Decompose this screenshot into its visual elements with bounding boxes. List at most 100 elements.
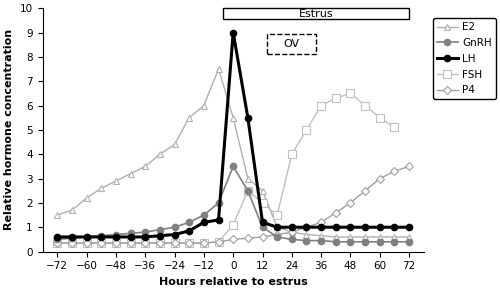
FSH xyxy=(172,241,177,245)
P4 xyxy=(157,241,163,245)
FSH xyxy=(274,213,280,217)
GnRH xyxy=(216,201,222,205)
FSH xyxy=(216,240,222,244)
Line: GnRH: GnRH xyxy=(54,163,412,245)
P4 xyxy=(392,169,398,173)
LH xyxy=(318,226,324,229)
FSH xyxy=(98,241,104,245)
Line: LH: LH xyxy=(54,29,412,240)
Text: OV: OV xyxy=(284,39,300,49)
E2 xyxy=(157,152,163,156)
Bar xyxy=(224,8,409,19)
LH xyxy=(84,235,89,239)
GnRH xyxy=(392,240,398,244)
E2 xyxy=(230,116,236,119)
P4 xyxy=(318,221,324,224)
FSH xyxy=(186,241,192,245)
LH xyxy=(98,235,104,239)
FSH xyxy=(245,189,251,192)
P4 xyxy=(230,238,236,241)
GnRH xyxy=(54,238,60,241)
LH xyxy=(54,235,60,239)
FSH xyxy=(289,152,295,156)
Line: FSH: FSH xyxy=(54,90,399,247)
FSH xyxy=(318,104,324,107)
E2 xyxy=(333,235,339,239)
FSH xyxy=(157,241,163,245)
LH xyxy=(216,218,222,222)
P4 xyxy=(274,233,280,236)
GnRH xyxy=(333,240,339,244)
Legend: E2, GnRH, LH, FSH, P4: E2, GnRH, LH, FSH, P4 xyxy=(433,18,496,100)
E2 xyxy=(289,230,295,234)
FSH xyxy=(260,201,266,205)
GnRH xyxy=(69,236,75,240)
P4 xyxy=(348,201,354,205)
P4 xyxy=(172,241,177,245)
P4 xyxy=(113,241,119,245)
E2 xyxy=(142,165,148,168)
FSH xyxy=(69,241,75,245)
GnRH xyxy=(348,240,354,244)
P4 xyxy=(377,177,383,180)
P4 xyxy=(289,230,295,234)
GnRH xyxy=(304,239,310,242)
E2 xyxy=(348,235,354,239)
LH xyxy=(274,226,280,229)
FSH xyxy=(362,104,368,107)
X-axis label: Hours relative to estrus: Hours relative to estrus xyxy=(159,277,308,287)
LH xyxy=(245,116,251,119)
GnRH xyxy=(113,233,119,236)
GnRH xyxy=(186,221,192,224)
P4 xyxy=(216,240,222,244)
E2 xyxy=(377,235,383,239)
E2 xyxy=(54,213,60,217)
LH xyxy=(348,226,354,229)
GnRH xyxy=(84,235,89,239)
GnRH xyxy=(157,228,163,231)
GnRH xyxy=(318,239,324,242)
E2 xyxy=(186,116,192,119)
E2 xyxy=(392,235,398,239)
P4 xyxy=(406,165,412,168)
Line: P4: P4 xyxy=(54,163,412,246)
LH xyxy=(142,235,148,239)
P4 xyxy=(201,241,207,245)
GnRH xyxy=(406,240,412,244)
Bar xyxy=(268,34,316,54)
FSH xyxy=(142,241,148,245)
LH xyxy=(362,226,368,229)
LH xyxy=(113,235,119,239)
LH xyxy=(230,31,236,34)
FSH xyxy=(348,92,354,95)
LH xyxy=(406,226,412,229)
P4 xyxy=(54,241,60,245)
E2 xyxy=(172,143,177,146)
LH xyxy=(172,233,177,236)
GnRH xyxy=(128,232,134,235)
E2 xyxy=(406,235,412,239)
P4 xyxy=(362,189,368,192)
LH xyxy=(157,234,163,237)
Text: Estrus: Estrus xyxy=(299,8,334,19)
E2 xyxy=(260,189,266,192)
LH xyxy=(377,226,383,229)
P4 xyxy=(69,241,75,245)
GnRH xyxy=(260,226,266,229)
E2 xyxy=(201,104,207,107)
P4 xyxy=(260,235,266,239)
E2 xyxy=(84,196,89,200)
E2 xyxy=(113,179,119,183)
E2 xyxy=(98,187,104,190)
E2 xyxy=(128,172,134,175)
FSH xyxy=(304,128,310,132)
LH xyxy=(392,226,398,229)
LH xyxy=(289,226,295,229)
LH xyxy=(69,235,75,239)
FSH xyxy=(113,241,119,245)
FSH xyxy=(392,126,398,129)
Line: E2: E2 xyxy=(54,66,412,240)
E2 xyxy=(245,177,251,180)
E2 xyxy=(362,235,368,239)
E2 xyxy=(304,233,310,236)
